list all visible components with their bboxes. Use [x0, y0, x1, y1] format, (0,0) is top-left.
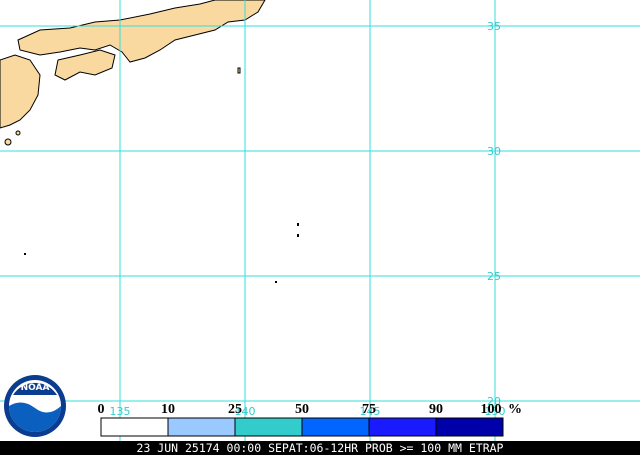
- latitude-label: 35: [487, 20, 501, 33]
- legend-tick-label: 75: [362, 402, 376, 417]
- legend-swatch: [368, 417, 437, 437]
- longitude-label: 145: [360, 405, 381, 418]
- legend-tick-label: 25: [228, 402, 242, 417]
- legend-swatch: [167, 417, 236, 437]
- island: [4, 138, 12, 146]
- island: [15, 130, 21, 136]
- noaa-logo: NOAA: [4, 375, 66, 437]
- land: [0, 0, 266, 146]
- latitude-label: 30: [487, 145, 501, 158]
- footer-text: 23 JUN 25174 00:00 SEPAT:06-12HR PROB >=…: [137, 441, 504, 455]
- legend: 0 10 25 50 75 90 100%: [98, 402, 522, 437]
- footer-bar: [0, 441, 640, 455]
- legend-swatch: [234, 417, 303, 437]
- legend-tick-label: 50: [295, 402, 309, 417]
- legend-tick-label: 0: [98, 402, 105, 417]
- longitude-label: 135: [110, 405, 131, 418]
- longitude-label: 140: [235, 405, 256, 418]
- legend-swatch: [100, 417, 169, 437]
- logo-wave: [9, 402, 61, 432]
- honshu: [17, 0, 266, 63]
- legend-tick-label: 100: [481, 402, 502, 417]
- shikoku: [54, 49, 116, 81]
- latitude-label: 20: [487, 395, 501, 408]
- small-islands: [24, 223, 299, 283]
- legend-unit: %: [508, 402, 522, 417]
- latitude-label: 25: [487, 270, 501, 283]
- longitude-label: 150: [485, 405, 506, 418]
- legend-swatch: [301, 417, 370, 437]
- logo-top: [13, 382, 57, 395]
- kyushu: [0, 54, 41, 129]
- legend-tick-label: 90: [429, 402, 443, 417]
- graticule: 35 30 25 20 135 140 145 150: [0, 0, 640, 441]
- island: [237, 67, 241, 74]
- logo-text: NOAA: [21, 383, 50, 393]
- legend-swatch: [435, 417, 504, 437]
- legend-tick-label: 10: [161, 402, 175, 417]
